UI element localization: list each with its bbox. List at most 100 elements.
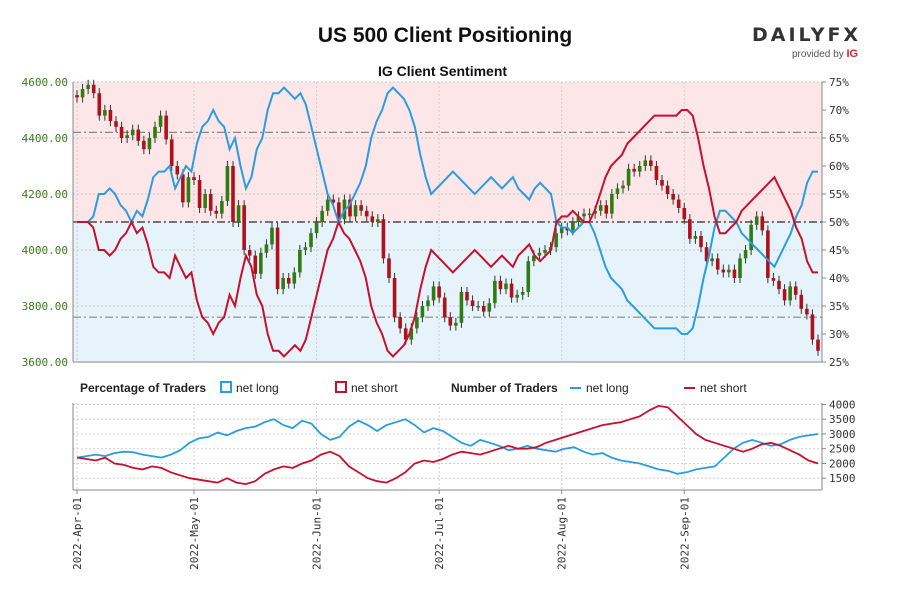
candle-down [799, 294, 804, 309]
candle-up [314, 222, 319, 234]
candle-up [576, 216, 581, 222]
legend-num-long-label: net long [586, 381, 629, 395]
candle-down [437, 286, 441, 298]
y2-tick-label: 3500 [829, 413, 856, 426]
legend-short-box [335, 381, 347, 393]
y-right-tick-label: 70% [829, 104, 849, 117]
candle-down [760, 216, 765, 231]
candle-up [281, 278, 285, 290]
candle-down [175, 166, 180, 175]
candle-down [169, 139, 174, 166]
candle-down [777, 280, 781, 290]
y-right-tick-label: 60% [829, 160, 849, 173]
candle-up [626, 168, 631, 186]
candle-up [637, 166, 642, 172]
y-left-tick-label: 4400.00 [22, 132, 68, 145]
candle-up [203, 194, 207, 208]
candle-down [97, 93, 102, 116]
candle-down [214, 210, 219, 214]
candle-up [459, 292, 464, 323]
legend-short-label: net short [351, 381, 398, 395]
y2-tick-label: 2000 [829, 457, 856, 470]
legend-num-title: Number of Traders [451, 381, 558, 395]
candle-down [699, 236, 703, 248]
candle-down [632, 168, 636, 172]
candle-down [676, 199, 681, 208]
candle-up [153, 126, 157, 138]
candle-up [376, 219, 380, 222]
candle-up [693, 236, 698, 239]
y-right-tick-label: 55% [829, 188, 849, 201]
y-left-tick-label: 4000.00 [22, 244, 68, 257]
candle-down [392, 278, 397, 318]
candle-down [381, 219, 386, 259]
brand-logo: DAILYFX provided by IG [752, 24, 872, 60]
y-right-tick-label: 45% [829, 244, 849, 257]
candle-down [565, 227, 570, 231]
candle-down [286, 278, 291, 284]
y-right-tick-label: 50% [829, 216, 849, 229]
legend-num-short-label: net short [700, 381, 747, 395]
candle-up [476, 306, 480, 308]
legend-long-label: net long [236, 381, 279, 395]
y2-tick-label: 4000 [829, 398, 856, 411]
x-tick-label: 2022-Apr-01 [71, 497, 84, 570]
candle-up [532, 255, 536, 262]
candle-up [431, 286, 436, 301]
candle-up [426, 300, 430, 306]
candle-down [136, 129, 141, 141]
candle-up [598, 205, 603, 211]
candle-up [537, 252, 542, 256]
candle-up [220, 201, 224, 214]
y-left-tick-label: 3800.00 [22, 300, 68, 313]
candle-up [409, 328, 414, 340]
candle-down [192, 177, 196, 180]
candle-up [325, 199, 330, 211]
y-left-tick-label: 4600.00 [22, 76, 68, 89]
candle-down [671, 194, 675, 200]
candle-up [353, 205, 358, 217]
candle-down [793, 286, 798, 295]
candle-up [493, 280, 497, 304]
candle-down [771, 278, 776, 281]
y-right-tick-label: 35% [829, 300, 849, 313]
y-right-tick-label: 75% [829, 76, 849, 89]
candle-down [164, 115, 168, 140]
candle-down [448, 317, 453, 326]
candle-down [704, 247, 709, 262]
x-tick-label: 2022-Sep-01 [678, 497, 691, 570]
candle-up [582, 213, 586, 217]
candle-up [515, 294, 519, 298]
candle-down [732, 269, 737, 278]
candle-up [543, 250, 547, 253]
brand-ig: IG [846, 48, 859, 60]
candle-down [715, 258, 720, 270]
candle-down [470, 300, 475, 306]
candle-up [270, 227, 274, 245]
y-right-tick-label: 40% [829, 272, 849, 285]
candle-down [688, 219, 692, 239]
candle-up [158, 115, 163, 127]
candle-up [130, 129, 135, 136]
candle-up [103, 110, 107, 116]
candle-up [559, 227, 564, 234]
candle-up [487, 303, 492, 312]
x-tick-label: 2022-May-01 [188, 497, 201, 570]
candle-down [247, 250, 252, 256]
candle-up [749, 224, 753, 250]
candle-down [782, 289, 787, 301]
candle-up [80, 89, 85, 98]
y2-tick-label: 2500 [829, 443, 856, 456]
candle-down [197, 180, 202, 208]
candle-down [442, 297, 447, 318]
candle-up [86, 84, 90, 89]
candle-up [292, 272, 297, 284]
candle-up [754, 216, 759, 225]
candle-up [320, 210, 324, 222]
candle-up [587, 213, 592, 216]
candle-down [766, 230, 770, 278]
y2-tick-label: 1500 [829, 472, 856, 485]
candle-down [331, 199, 336, 203]
candle-down [231, 166, 235, 222]
candle-up [264, 244, 269, 253]
